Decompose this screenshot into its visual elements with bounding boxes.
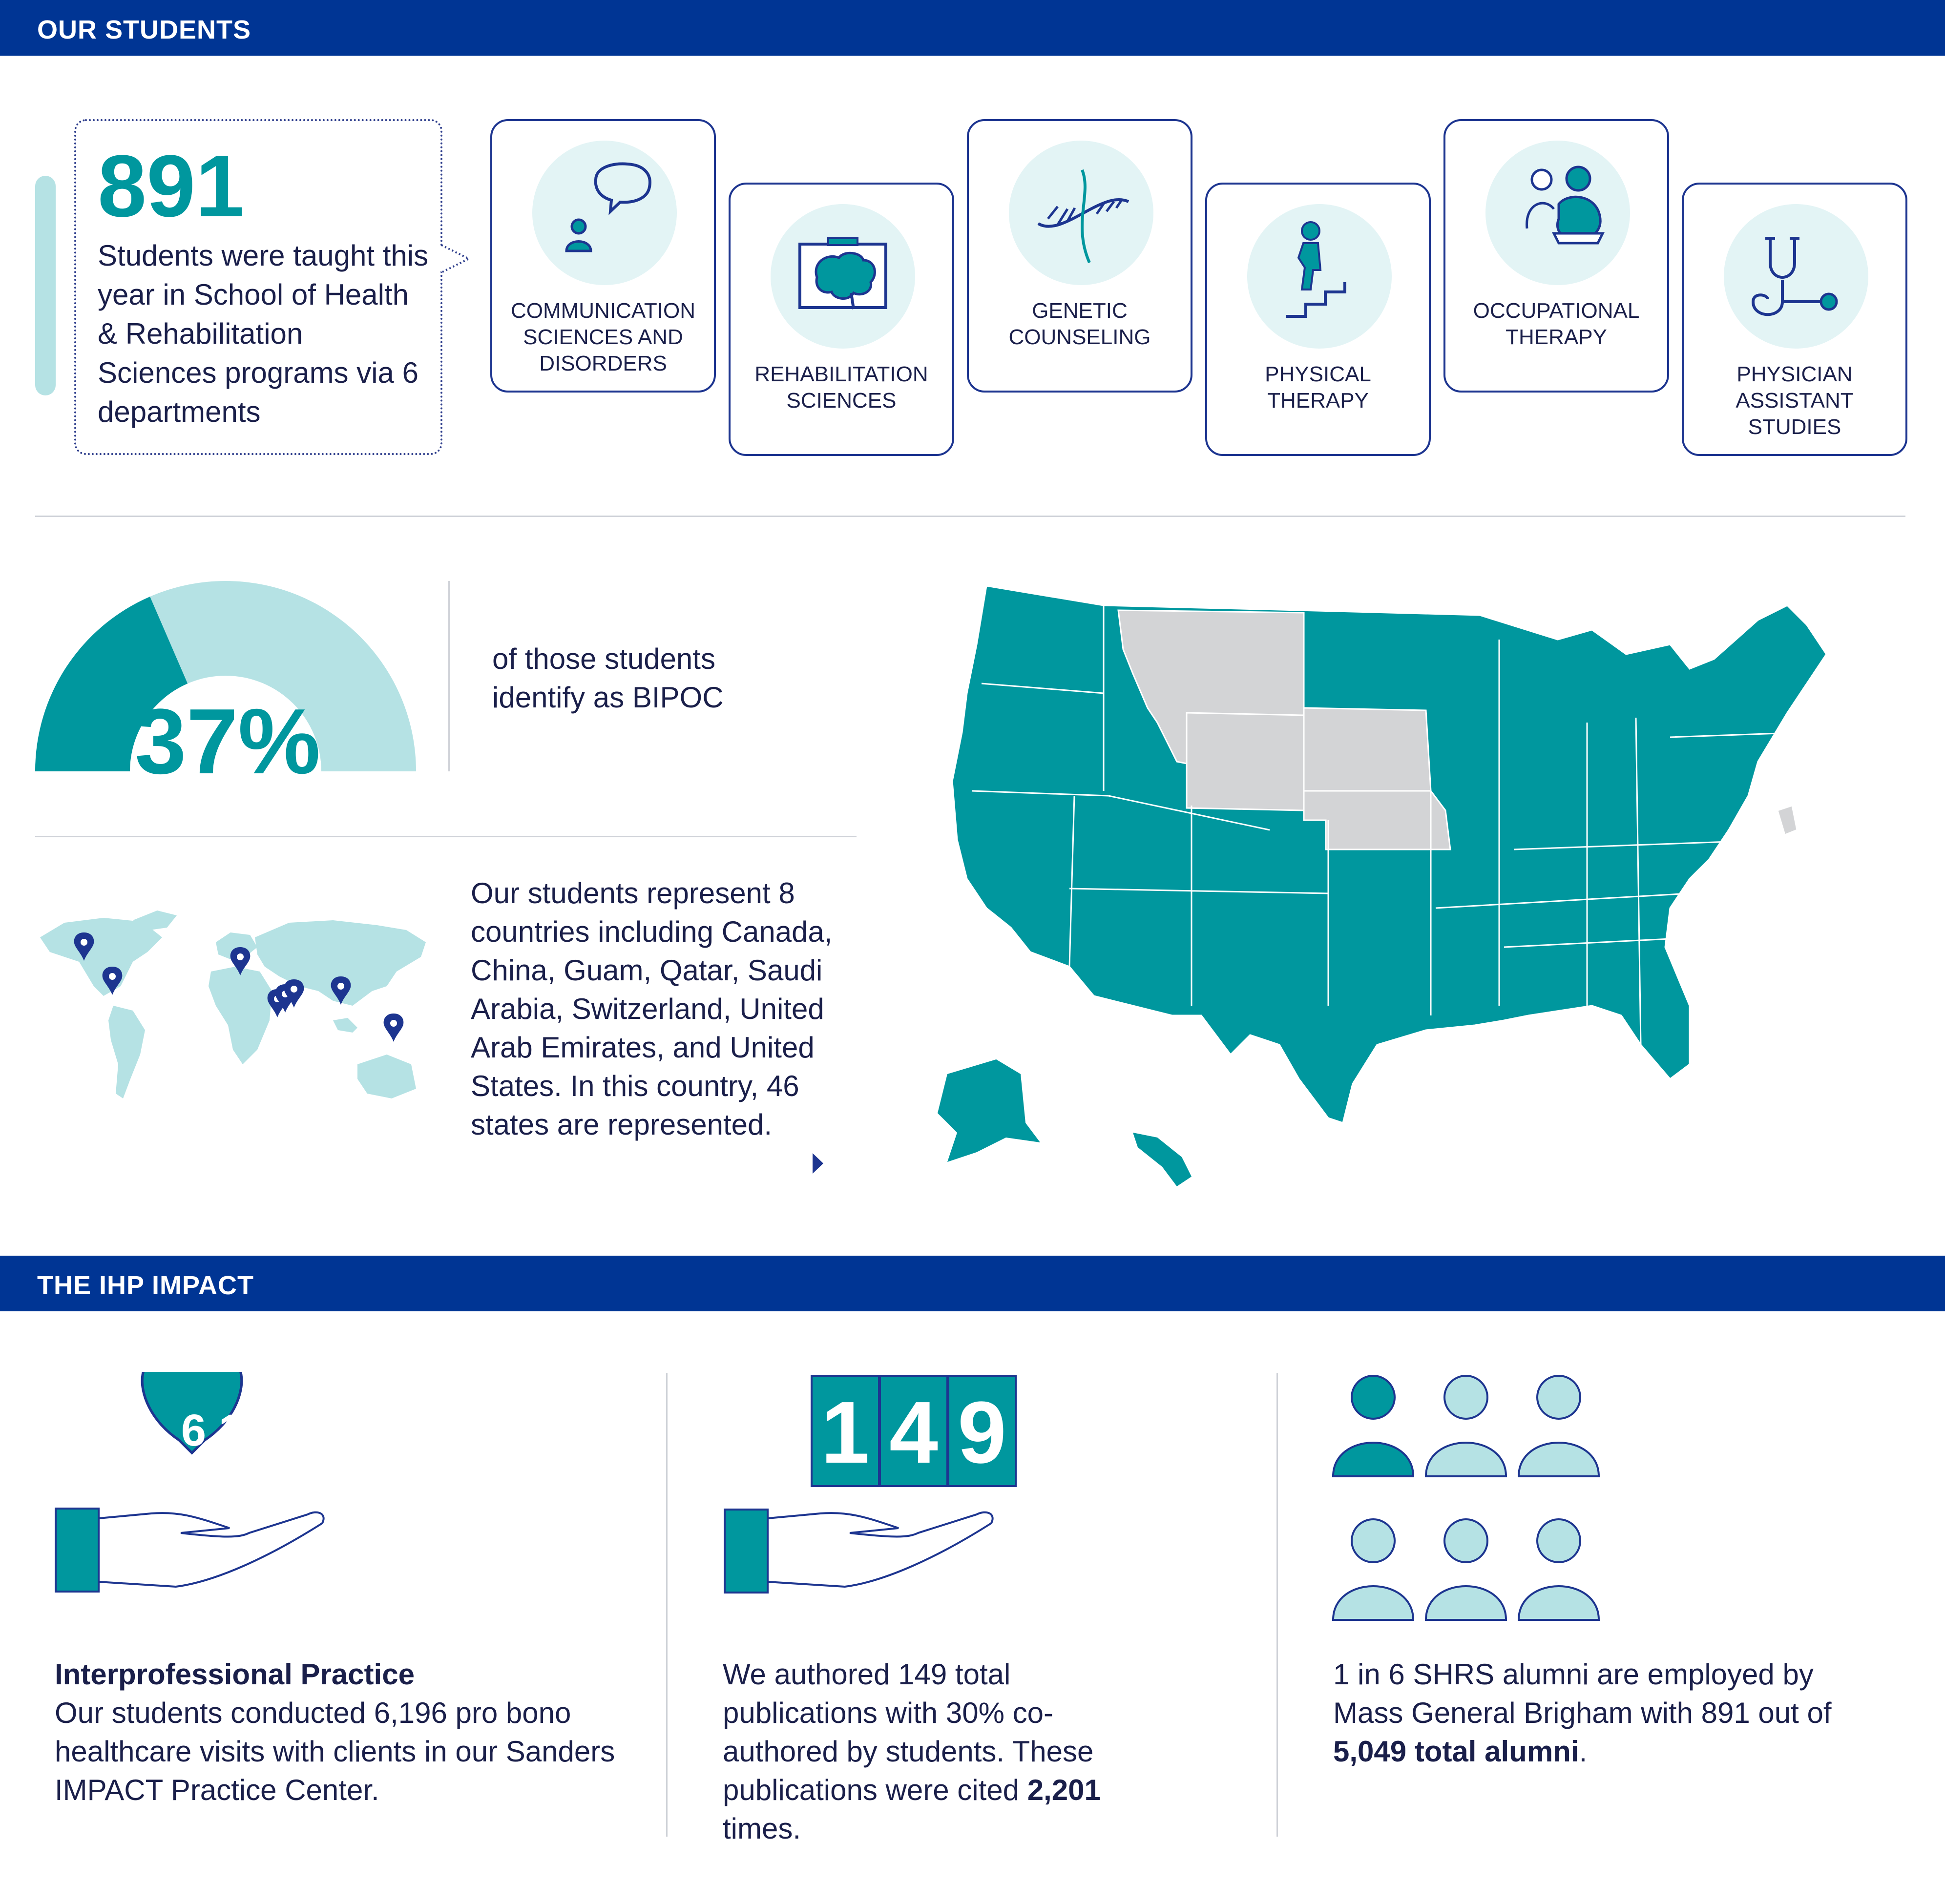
- stethoscope-icon: [1751, 237, 1838, 316]
- speech-bubble-icon: [565, 162, 651, 252]
- section-title: OUR STUDENTS: [37, 15, 251, 44]
- section-banner-students: OUR STUDENTS: [0, 0, 1945, 56]
- people-icon: [1526, 166, 1605, 245]
- divider: [35, 836, 857, 837]
- accent-bar: [35, 176, 56, 395]
- publications-text: We authored 149 total publications with …: [723, 1658, 1094, 1806]
- bipoc-percent: 37%: [135, 690, 321, 793]
- alumni-period: .: [1579, 1735, 1588, 1768]
- practice-block: Interprofessional Practice Our students …: [55, 1655, 631, 1809]
- dept-icon-circle: [1724, 204, 1868, 349]
- citations-suffix: times.: [723, 1812, 801, 1845]
- divider-vertical: [1276, 1373, 1278, 1837]
- dna-icon: [1037, 169, 1129, 264]
- dept-icon-circle: [1247, 204, 1392, 349]
- dept-label: REHABILITATION SCIENCES: [754, 362, 928, 413]
- dept-card-occupational[interactable]: OCCUPATIONAL THERAPY: [1443, 119, 1669, 393]
- open-hand-icon: [724, 1509, 994, 1594]
- dept-card-rehabilitation[interactable]: REHABILITATION SCIENCES: [729, 183, 954, 456]
- gauge-fill: [35, 597, 188, 771]
- world-map: [40, 911, 426, 1098]
- state-alaska: [938, 1059, 1040, 1162]
- alumni-people-grid: [1332, 1375, 1600, 1621]
- dept-label: COMMUNICATION SCIENCES AND DISORDERS: [510, 299, 696, 375]
- citations-number: 2,201: [1027, 1774, 1101, 1806]
- students-description: Students were taught this year in School…: [98, 239, 429, 428]
- state-wyoming: [1186, 712, 1305, 811]
- bipoc-text: of those students identify as BIPOC: [492, 642, 724, 714]
- digit-tile: 4: [879, 1375, 948, 1487]
- state-hawaii: [1133, 1133, 1192, 1186]
- arrow-right-icon[interactable]: [811, 1151, 825, 1176]
- dept-label: OCCUPATIONAL THERAPY: [1473, 299, 1640, 349]
- dept-icon-circle: [1009, 141, 1153, 285]
- students-count: 891: [98, 137, 245, 235]
- location-pins: [74, 932, 404, 1042]
- callout-pointer: [439, 244, 471, 273]
- state-montana: [1117, 609, 1305, 767]
- practice-heading: Interprofessional Practice: [55, 1658, 415, 1691]
- section-banner-impact: THE IHP IMPACT: [0, 1256, 1945, 1311]
- dept-card-physical-therapy[interactable]: PHYSICAL THERAPY: [1205, 183, 1431, 456]
- stairs-climber-icon: [1286, 221, 1346, 318]
- visits-number: 6,196: [181, 1406, 294, 1455]
- section-title: THE IHP IMPACT: [37, 1271, 254, 1300]
- dept-icon-circle: [1485, 141, 1630, 285]
- state-borders: [971, 605, 1807, 1045]
- state-delaware: [1777, 805, 1798, 836]
- digit-tile: 9: [947, 1375, 1017, 1487]
- divider-vertical: [666, 1373, 668, 1837]
- countries-text: Our students represent 8 countries inclu…: [471, 877, 833, 1141]
- dept-icon-circle: [532, 141, 677, 285]
- digit-tile: 1: [811, 1375, 880, 1487]
- students-callout: [74, 119, 442, 455]
- dept-label: PHYSICAL THERAPY: [1265, 362, 1371, 413]
- alumni-text: 1 in 6 SHRS alumni are employed by Mass …: [1333, 1658, 1832, 1729]
- us-map: [938, 585, 1827, 1186]
- alumni-total: 5,049 total alumni: [1333, 1735, 1579, 1768]
- dept-card-communication[interactable]: COMMUNICATION SCIENCES AND DISORDERS: [490, 119, 716, 393]
- state-nebraska: [1303, 790, 1451, 850]
- dept-card-genetic[interactable]: GENETIC COUNSELING: [967, 119, 1192, 393]
- dept-icon-circle: [771, 204, 915, 349]
- dept-label: GENETIC COUNSELING: [1008, 299, 1151, 349]
- practice-text: Our students conducted 6,196 pro bono he…: [55, 1697, 615, 1806]
- divider-vertical: [448, 581, 450, 771]
- state-south-dakota: [1303, 707, 1432, 792]
- divider: [35, 516, 1905, 517]
- publications-block: We authored 149 total publications with …: [723, 1655, 1123, 1848]
- us-states: [951, 585, 1827, 1124]
- dept-label: PHYSICIAN ASSISTANT STUDIES: [1736, 362, 1854, 439]
- heart-in-hand-icon: [55, 1372, 325, 1593]
- bipoc-gauge: [35, 581, 416, 771]
- brain-icon: [798, 237, 887, 310]
- dept-card-physician-assistant[interactable]: PHYSICIAN ASSISTANT STUDIES: [1682, 183, 1907, 456]
- alumni-block: 1 in 6 SHRS alumni are employed by Mass …: [1333, 1655, 1880, 1771]
